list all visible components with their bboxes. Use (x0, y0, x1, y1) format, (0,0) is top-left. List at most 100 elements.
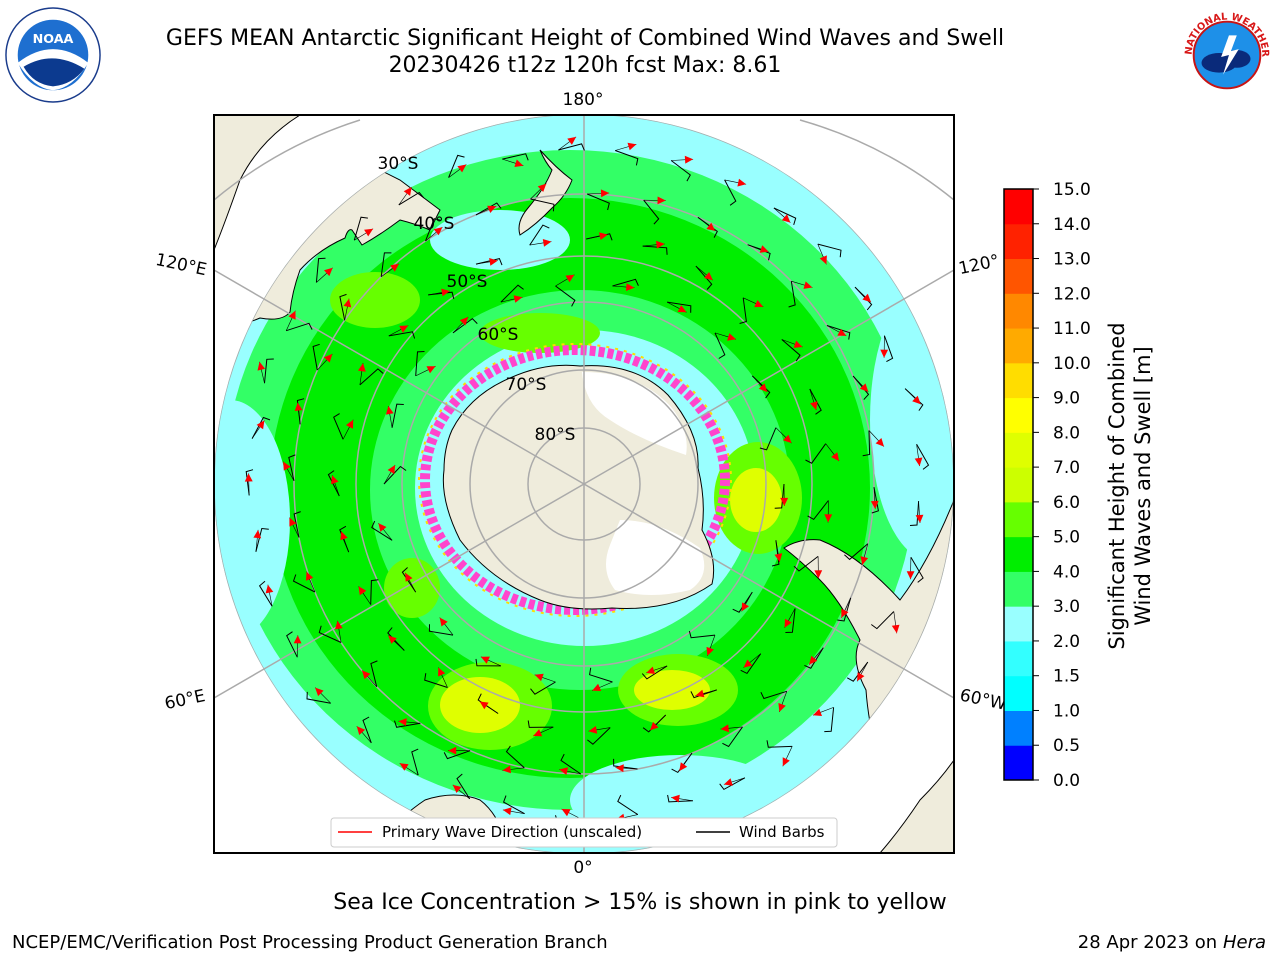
wave-direction-arrow (378, 523, 387, 532)
wind-barb (732, 591, 753, 613)
wind-barb (739, 297, 747, 324)
map-legend: Primary Wave Direction (unscaled) Wind B… (330, 817, 838, 848)
wave-direction-arrow (784, 618, 792, 628)
wave-direction-arrow (405, 572, 413, 582)
graticule-outer (214, 119, 954, 699)
wind-barb (852, 375, 870, 400)
lat-label: 60°S (478, 325, 519, 345)
wind-barb (318, 625, 342, 643)
wind-barb (401, 567, 417, 593)
wind-barb (771, 540, 780, 567)
wave-direction-arrow (684, 155, 694, 164)
wave-direction-arrow (315, 687, 324, 697)
wind-barb (527, 720, 554, 728)
wind-barb (383, 465, 407, 485)
wind-barb (667, 301, 692, 313)
wave-direction-arrow (438, 667, 446, 677)
wave-direction-arrow (626, 283, 635, 291)
wave-direction-arrow (600, 189, 610, 198)
low-wave-patch (870, 280, 954, 560)
colorbar-tick-label: 1.0 (1053, 701, 1080, 721)
wave-direction-arrow (343, 298, 352, 308)
wave-direction-arrow (774, 553, 783, 562)
high-wave-patch (730, 468, 782, 532)
wind-barb (697, 216, 718, 238)
wave-direction-arrow (860, 556, 869, 565)
wind-barb (862, 430, 871, 457)
wind-barb (724, 179, 737, 206)
wave-direction-arrow (480, 656, 490, 664)
wave-direction-arrow (487, 205, 497, 213)
wave-direction-arrow (457, 164, 467, 173)
wave-direction-arrow (459, 316, 469, 326)
wind-barb (411, 748, 419, 776)
wind-barb (333, 413, 344, 440)
wave-direction-arrow (824, 514, 833, 523)
colorbar-segment (1004, 293, 1033, 329)
wave-direction-arrow (533, 729, 543, 737)
wind-barb (670, 160, 691, 182)
wind-barb (774, 483, 785, 509)
wind-barb (398, 191, 425, 206)
wave-direction-arrow (737, 178, 747, 187)
wind-barb (826, 325, 851, 340)
wave-direction-arrow (346, 419, 354, 429)
wave-direction-arrow (837, 328, 847, 336)
low-wave-patch (214, 400, 290, 640)
map-frame (213, 114, 955, 854)
wind-barb (760, 690, 787, 700)
wind-barb (452, 317, 478, 334)
wave-direction-arrow (358, 586, 367, 596)
wind-barb (759, 427, 777, 451)
wave-direction-arrow (537, 183, 547, 192)
wave-direction-arrow (559, 767, 568, 775)
wave-direction-arrow (859, 383, 869, 392)
wave-direction-arrow (588, 726, 598, 734)
sea-ice-edge (418, 343, 732, 617)
wave-direction-arrow (331, 475, 339, 485)
wave-direction-arrow (803, 281, 813, 289)
wind-barb (781, 339, 801, 362)
wind-barb (871, 611, 895, 630)
wind-barb (353, 216, 368, 241)
wave-direction-arrow (398, 718, 407, 726)
wave-direction-arrow (479, 701, 489, 710)
wave-direction-arrow (819, 255, 827, 265)
wave-direction-arrow (399, 763, 409, 771)
wind-barb (312, 343, 320, 371)
wind-barb (615, 150, 639, 166)
wave-direction-arrow (358, 363, 366, 372)
colorbar-segment (1004, 397, 1033, 433)
wave-direction-arrow (741, 602, 749, 612)
colorbar-tick-label: 5.0 (1053, 528, 1080, 548)
wind-barb (362, 716, 372, 744)
colorbar-segment (1004, 536, 1033, 572)
south-america-landmass (879, 759, 954, 853)
wave-direction-arrow (793, 340, 803, 348)
wind-barb (558, 143, 585, 151)
wind-barb (751, 375, 771, 399)
colorbar-segment (1004, 362, 1033, 399)
wind-barb (788, 281, 796, 308)
wave-direction-arrow (720, 724, 729, 733)
wind-barb (773, 207, 797, 226)
wind-barb (288, 454, 296, 481)
wave-direction-arrow (592, 683, 602, 691)
wind-barb (807, 500, 829, 521)
wave-direction-arrow (727, 333, 736, 341)
wind-barb (555, 285, 576, 307)
wave-direction-arrow (256, 420, 265, 430)
wind-barb (394, 720, 421, 728)
wind-barb (690, 689, 717, 699)
noaa-logo: NOAA (5, 7, 101, 103)
wind-barb (502, 153, 529, 161)
wind-barb (695, 265, 713, 290)
colorbar-tick-label: 1.5 (1053, 667, 1080, 687)
colorbar-tick-label: 4.0 (1053, 562, 1080, 582)
colorbar-segment (1004, 640, 1033, 677)
graticule (214, 115, 954, 853)
wave-direction-arrow (781, 214, 791, 223)
lat-label: 50°S (447, 272, 488, 292)
wave-direction-arrow (489, 258, 498, 266)
wind-barb (505, 745, 525, 769)
